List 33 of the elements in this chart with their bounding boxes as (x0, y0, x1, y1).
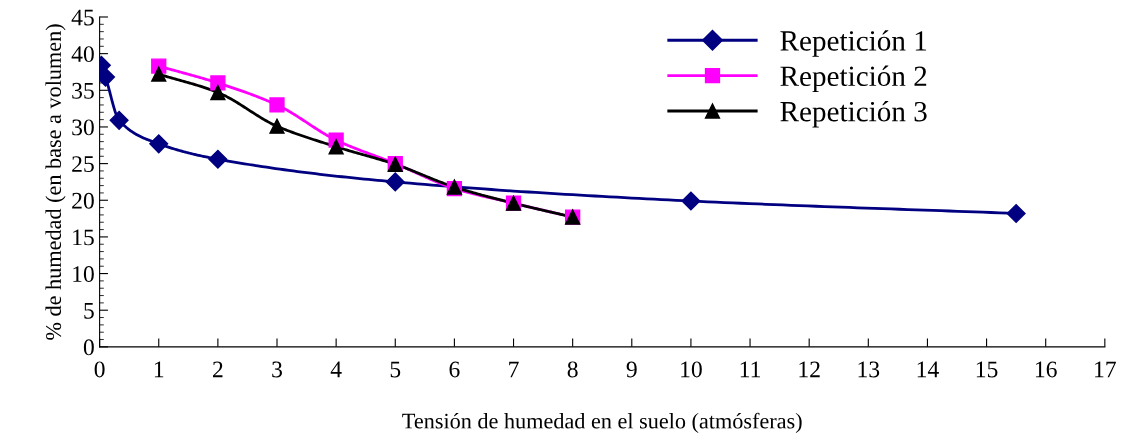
y-axis-title: % de humedad (en base a volumen) (45, 24, 66, 340)
y-tick-label: 30 (72, 119, 94, 136)
x-tick-label: 11 (740, 361, 760, 378)
x-tick-label: 9 (626, 361, 637, 378)
x-tick-label: 0 (94, 361, 105, 378)
x-tick-label: 12 (799, 361, 820, 378)
x-tick-label: 3 (272, 361, 282, 378)
x-axis-title: Tensión de humedad en el suelo (atmósferas) (402, 412, 802, 434)
y-tick-label: 5 (84, 302, 94, 319)
x-tick-label: 1 (154, 361, 164, 378)
legend-label: Repetición 1 (780, 30, 927, 57)
y-tick-label: 40 (71, 46, 94, 63)
y-tick-label: 25 (72, 156, 94, 173)
x-tick-label: 10 (681, 361, 702, 378)
x-tick-label: 13 (858, 361, 880, 378)
y-tick-label: 0 (83, 339, 94, 356)
legend-label: Repetición 3 (780, 100, 927, 128)
x-tick-label: 6 (449, 361, 460, 378)
x-tick-label: 5 (390, 361, 401, 378)
x-tick-label: 7 (509, 361, 519, 378)
x-tick-label: 17 (1095, 361, 1116, 378)
x-tick-label: 4 (330, 361, 342, 378)
y-tick-label: 20 (72, 192, 94, 209)
legend-label: Repetición 2 (780, 65, 927, 93)
x-tick-label: 15 (976, 361, 998, 378)
y-tick-label: 45 (71, 9, 94, 26)
y-tick-label: 10 (73, 266, 94, 282)
y-tick-label: 35 (72, 82, 94, 99)
y-tick-label: 15 (73, 229, 94, 246)
x-tick-label: 8 (567, 361, 578, 378)
x-tick-label: 2 (213, 361, 223, 378)
x-tick-label: 16 (1035, 361, 1057, 378)
x-tick-label: 14 (917, 361, 939, 378)
